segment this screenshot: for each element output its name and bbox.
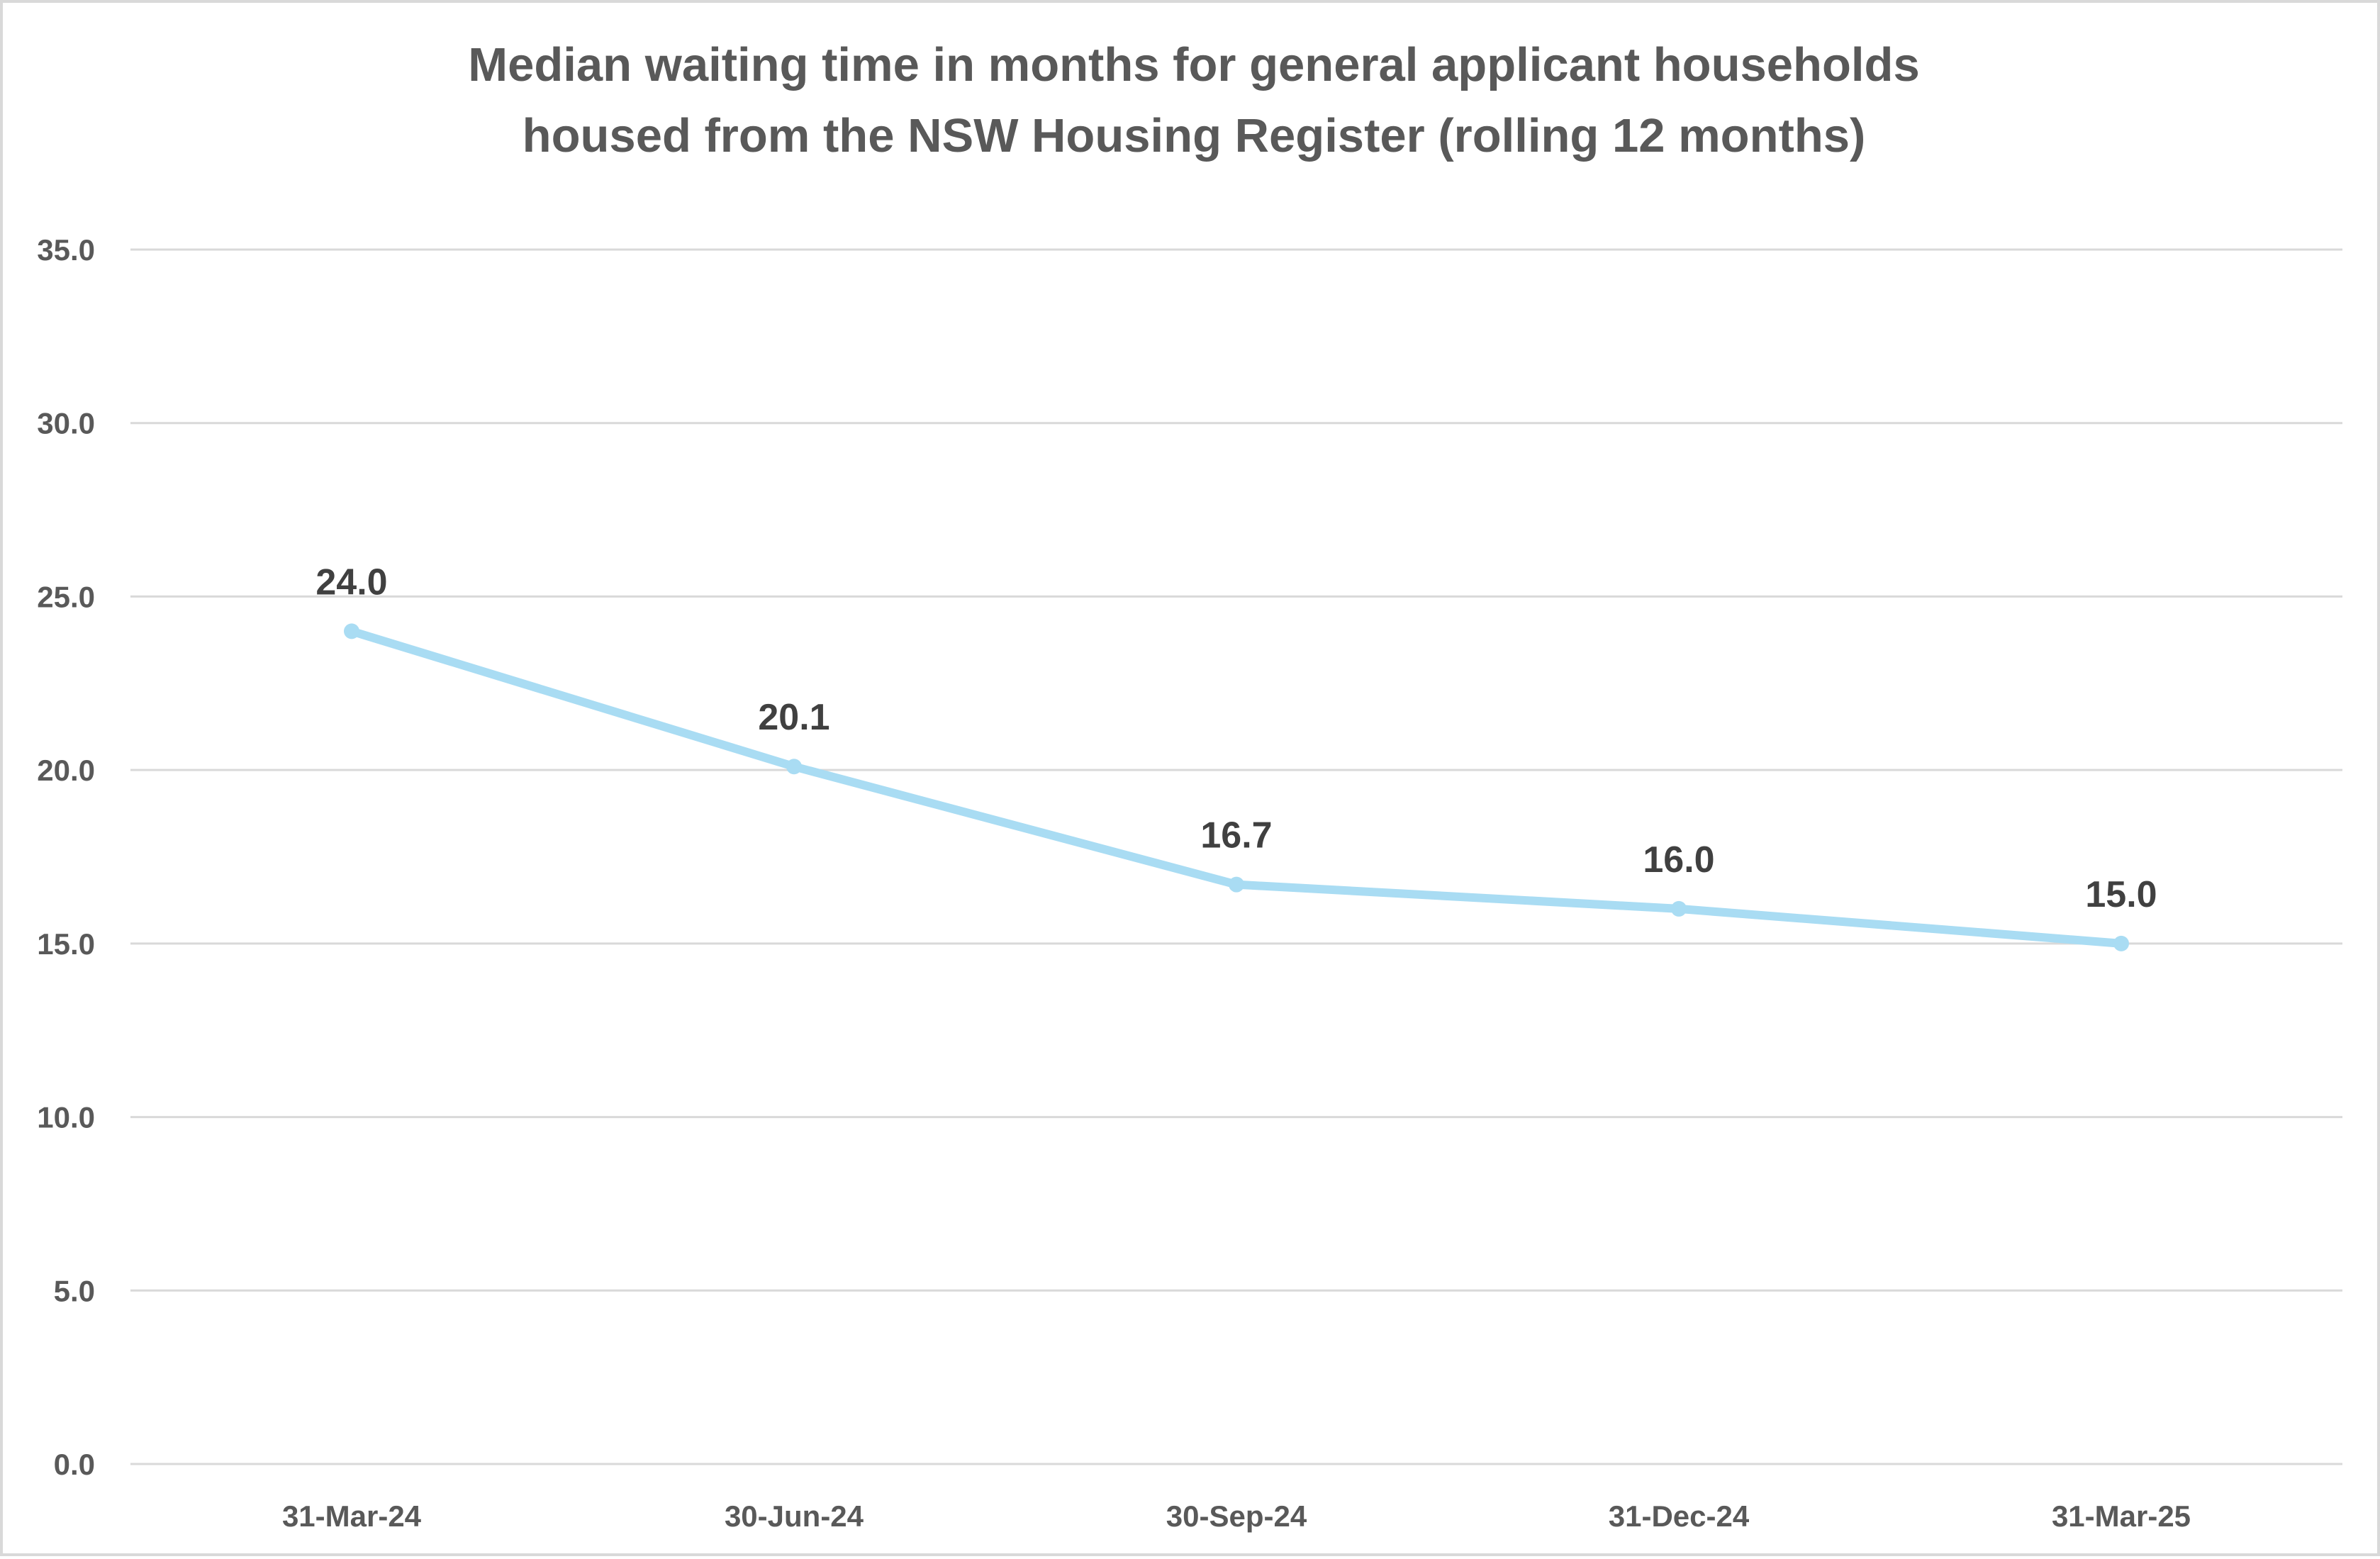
data-series <box>344 623 2129 951</box>
x-axis-ticks: 31-Mar-24 30-Jun-24 30-Sep-24 31-Dec-24 31-M… <box>282 1499 2191 1533</box>
data-point-31-Dec-24 <box>1671 900 1687 917</box>
chart-title: Median waiting time in months for genera… <box>468 38 1919 162</box>
data-label-31-Mar-24: 24.0 <box>315 561 387 603</box>
y-tick-label: 20.0 <box>37 754 95 787</box>
series-line <box>347 627 2125 948</box>
data-label-30-Jun-24: 20.1 <box>758 697 829 738</box>
data-point-30-Jun-24 <box>786 759 802 775</box>
data-point-31-Mar-25 <box>2113 935 2129 951</box>
chart-title-line-1: Median waiting time in months for genera… <box>468 38 1919 91</box>
y-tick-label: 5.0 <box>54 1274 95 1307</box>
data-label-30-Sep-24: 16.7 <box>1200 815 1272 856</box>
data-label-31-Dec-24: 16.0 <box>1643 839 1714 881</box>
y-tick-label: 35.0 <box>37 233 95 267</box>
y-tick-label: 15.0 <box>37 927 95 961</box>
chart-title-line-2: housed from the NSW Housing Register (ro… <box>523 109 1866 162</box>
y-axis-ticks: 0.0 5.0 10.0 15.0 20.0 25.0 30.0 35.0 <box>37 233 95 1481</box>
y-tick-label: 25.0 <box>37 580 95 613</box>
data-labels: 24.0 20.1 16.7 16.0 15.0 <box>315 561 2157 915</box>
y-tick-label: 30.0 <box>37 407 95 440</box>
data-label-31-Mar-25: 15.0 <box>2085 874 2157 915</box>
x-tick-label: 31-Mar-25 <box>2052 1499 2191 1533</box>
data-point-31-Mar-24 <box>344 623 359 639</box>
data-point-30-Sep-24 <box>1229 876 1244 893</box>
gridlines <box>130 248 2342 1465</box>
y-tick-label: 0.0 <box>54 1448 95 1481</box>
x-tick-label: 31-Dec-24 <box>1609 1499 1750 1533</box>
x-tick-label: 30-Jun-24 <box>725 1499 864 1533</box>
y-tick-label: 10.0 <box>37 1101 95 1134</box>
x-tick-label: 31-Mar-24 <box>282 1499 422 1533</box>
x-tick-label: 30-Sep-24 <box>1166 1499 1307 1533</box>
line-chart: Median waiting time in months for genera… <box>37 38 2342 1533</box>
